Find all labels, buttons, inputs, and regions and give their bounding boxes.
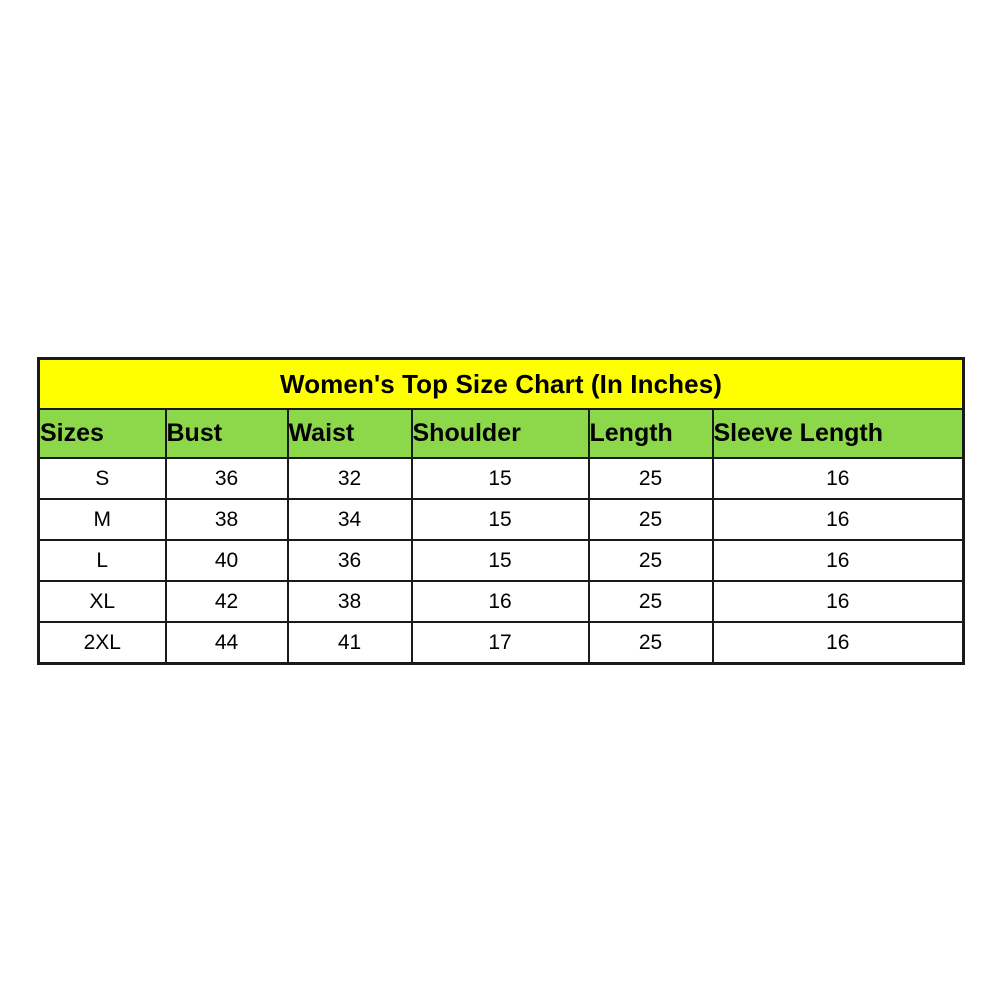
cell-sleeve-length: 16: [711, 498, 965, 541]
cell-shoulder: 15: [410, 457, 590, 500]
table-row: 2XL 44 41 17 25 16: [37, 621, 965, 665]
cell-sleeve-length: 16: [711, 539, 965, 582]
cell-size: XL: [37, 580, 167, 623]
cell-waist: 36: [286, 539, 413, 582]
cell-waist: 41: [286, 621, 413, 665]
cell-size: M: [37, 498, 167, 541]
cell-waist: 32: [286, 457, 413, 500]
cell-size: 2XL: [37, 621, 167, 665]
column-header-sizes: Sizes: [37, 408, 167, 459]
column-header-length: Length: [587, 408, 714, 459]
cell-bust: 40: [164, 539, 289, 582]
cell-bust: 42: [164, 580, 289, 623]
cell-sleeve-length: 16: [711, 621, 965, 665]
cell-size: S: [37, 457, 167, 500]
column-header-waist: Waist: [286, 408, 413, 459]
table-row: XL 42 38 16 25 16: [37, 580, 965, 623]
cell-bust: 38: [164, 498, 289, 541]
size-chart-table: Women's Top Size Chart (In Inches) Sizes…: [37, 357, 966, 665]
chart-title: Women's Top Size Chart (In Inches): [37, 357, 965, 410]
column-header-shoulder: Shoulder: [410, 408, 590, 459]
column-header-bust: Bust: [164, 408, 289, 459]
cell-length: 25: [587, 498, 714, 541]
cell-size: L: [37, 539, 167, 582]
cell-shoulder: 16: [410, 580, 590, 623]
table-row: M 38 34 15 25 16: [37, 498, 965, 541]
cell-bust: 36: [164, 457, 289, 500]
cell-shoulder: 15: [410, 498, 590, 541]
cell-waist: 38: [286, 580, 413, 623]
cell-sleeve-length: 16: [711, 580, 965, 623]
table-row: L 40 36 15 25 16: [37, 539, 965, 582]
cell-shoulder: 17: [410, 621, 590, 665]
cell-length: 25: [587, 457, 714, 500]
table-header-row: Sizes Bust Waist Shoulder Length Sleeve …: [37, 408, 965, 459]
cell-length: 25: [587, 621, 714, 665]
column-header-sleeve-length: Sleeve Length: [711, 408, 965, 459]
table-row: S 36 32 15 25 16: [37, 457, 965, 500]
cell-bust: 44: [164, 621, 289, 665]
cell-sleeve-length: 16: [711, 457, 965, 500]
cell-length: 25: [587, 539, 714, 582]
cell-length: 25: [587, 580, 714, 623]
cell-shoulder: 15: [410, 539, 590, 582]
chart-title-row: Women's Top Size Chart (In Inches): [37, 357, 965, 410]
cell-waist: 34: [286, 498, 413, 541]
size-chart-container: Women's Top Size Chart (In Inches) Sizes…: [37, 357, 966, 665]
